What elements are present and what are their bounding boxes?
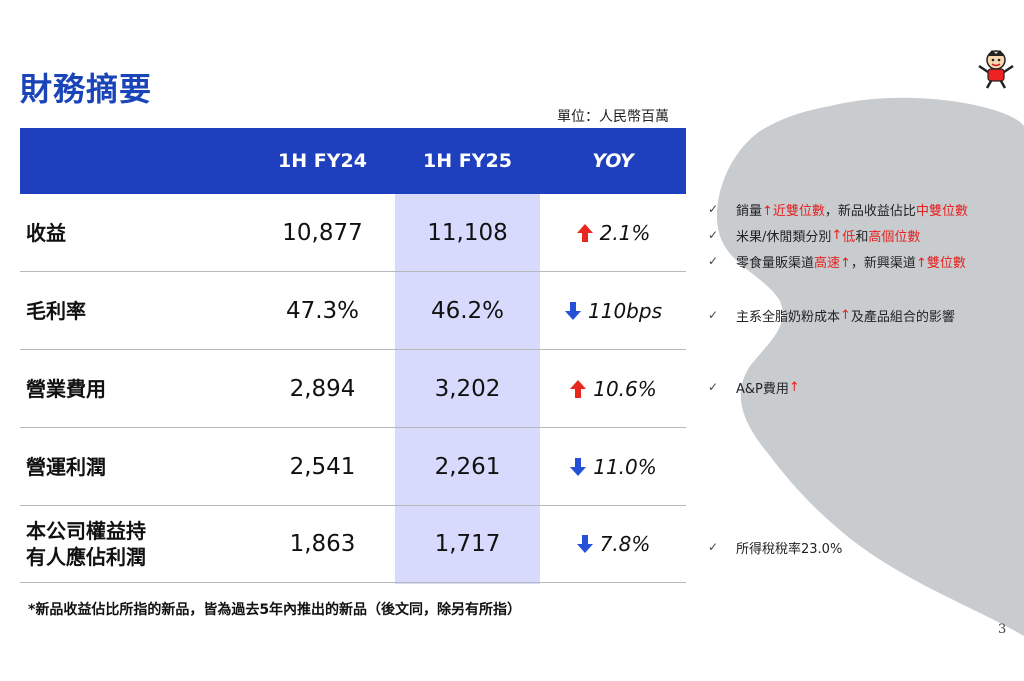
checkmark-icon: ✓: [708, 254, 719, 268]
yoy-cell: 110bps: [540, 299, 686, 323]
table-header: 1H FY24 1H FY25 YOY: [20, 128, 686, 194]
row-label-line2: 有人應佔利潤: [26, 545, 146, 569]
header-cell-fy24: 1H FY24: [278, 150, 367, 172]
value-fy24: 2,541: [289, 453, 356, 480]
value-fy25: 3,202: [434, 375, 501, 402]
up-arrow-icon: [576, 223, 593, 242]
row-label: 營運利潤: [26, 454, 106, 479]
row-label: 收益: [26, 220, 66, 245]
down-arrow-icon: [570, 457, 587, 476]
table-row-revenue: 收益 10,877 11,108 2.1%: [20, 194, 686, 272]
table-row-operating-profit: 營運利潤 2,541 2,261 11.0%: [20, 428, 686, 506]
note-item: ✓ A&P費用 ↑: [708, 379, 800, 397]
yoy-cell: 2.1%: [540, 221, 686, 245]
table-row-gross-margin: 毛利率 47.3% 46.2% 110bps: [20, 272, 686, 350]
note-item: ✓ 銷量 ↑近雙位數 ，新品收益佔比 中雙位數: [708, 202, 968, 219]
value-fy24: 10,877: [282, 219, 363, 246]
note-item: ✓ 所得稅稅率23.0%: [708, 540, 843, 557]
notes-net-profit: ✓ 所得稅稅率23.0%: [708, 537, 842, 557]
yoy-value: 10.6%: [593, 376, 657, 401]
yoy-cell: 11.0%: [540, 455, 686, 479]
row-label-line1: 本公司權益持: [26, 519, 146, 543]
page-number: 3: [998, 622, 1007, 637]
value-fy25: 2,261: [434, 453, 501, 480]
value-fy25: 46.2%: [430, 297, 505, 324]
highlight-column-fy25: [395, 194, 540, 584]
note-item: ✓ 米果/休閒類分別 ↑ 低和高個位數: [708, 227, 921, 245]
row-label: 毛利率: [26, 298, 86, 323]
note-item: ✓ 主系全脂奶粉成本 ↑ 及產品組合的影響: [708, 307, 955, 325]
checkmark-icon: ✓: [708, 202, 719, 216]
down-arrow-icon: [576, 535, 593, 553]
background-mascot-silhouette: [717, 97, 1024, 636]
header-cell-yoy: YOY: [592, 150, 634, 172]
up-arrow-icon: [570, 379, 587, 398]
financial-summary-table: 1H FY24 1H FY25 YOY 收益 10,877 11,108 2.1…: [20, 128, 686, 584]
header-cell-fy25: 1H FY25: [423, 150, 512, 172]
down-arrow-icon: [565, 301, 581, 320]
checkmark-icon: ✓: [708, 540, 719, 554]
table-row-net-profit: 本公司權益持 有人應佔利潤 1,863 1,717 7.8%: [20, 506, 686, 583]
notes-gross-margin: ✓ 主系全脂奶粉成本 ↑ 及產品組合的影響: [708, 305, 955, 325]
mascot-logo-icon: [978, 50, 1014, 89]
value-fy25: 1,717: [434, 531, 501, 557]
unit-label: 單位：人民幣百萬: [557, 109, 669, 125]
yoy-value: 11.0%: [593, 454, 657, 479]
yoy-cell: 10.6%: [540, 377, 686, 401]
yoy-value: 7.8%: [599, 532, 651, 556]
yoy-value: 2.1%: [599, 220, 651, 245]
footnote: *新品收益佔比所指的新品，皆為過去5年內推出的新品（後文同，除另有所指）: [28, 602, 522, 618]
note-item: ✓ 零食量販渠道 高速↑ ，新興渠道 ↑雙位數: [708, 254, 966, 271]
value-fy24: 47.3%: [285, 297, 360, 324]
notes-revenue: ✓ 銷量 ↑近雙位數 ，新品收益佔比 中雙位數 ✓ 米果/休閒類分別 ↑ 低和高個位數 ✓…: [708, 199, 968, 271]
notes-opex: ✓ A&P費用 ↑: [708, 377, 800, 397]
row-label: 本公司權益持 有人應佔利潤: [20, 518, 250, 570]
yoy-cell: 7.8%: [540, 532, 686, 556]
yoy-value: 110bps: [588, 298, 662, 323]
checkmark-icon: ✓: [708, 228, 719, 242]
page-title: 財務摘要: [20, 70, 153, 108]
row-label: 營業費用: [26, 376, 106, 401]
checkmark-icon: ✓: [708, 380, 719, 394]
value-fy24: 2,894: [289, 375, 356, 402]
table-row-operating-expenses: 營業費用 2,894 3,202 10.6%: [20, 350, 686, 428]
checkmark-icon: ✓: [708, 308, 719, 322]
value-fy24: 1,863: [289, 531, 356, 557]
value-fy25: 11,108: [427, 219, 508, 246]
